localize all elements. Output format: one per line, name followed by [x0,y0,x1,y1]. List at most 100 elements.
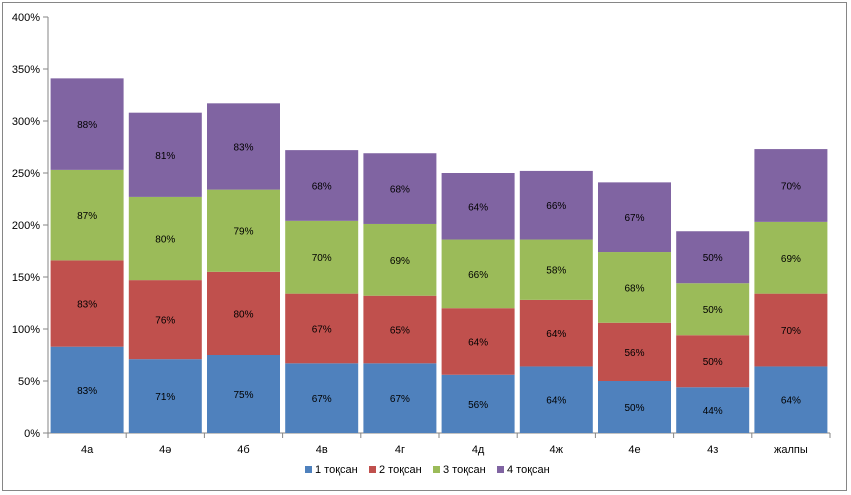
data-label: 87% [77,211,97,222]
legend-swatch [497,466,504,473]
x-tick-label: 4з [707,444,718,456]
y-tick-label: 200% [12,220,40,232]
legend-swatch [305,466,312,473]
bar-segment [441,239,515,309]
data-label: 83% [233,142,253,153]
data-label: 56% [624,348,644,359]
bar-segment [363,295,437,364]
data-label: 58% [546,266,566,277]
x-tick-label: 4б [237,444,249,456]
legend: 1 тоқсан 2 тоқсан 3 тоқсан 4 тоқсан [305,464,550,476]
bar-segment [128,196,202,281]
bar-segment [207,271,280,355]
data-label: 81% [155,151,175,162]
data-label: 64% [468,202,488,213]
bar-segment [519,366,593,433]
bar-segment [207,355,280,433]
data-label: 64% [781,396,801,407]
bar-segment [128,112,202,197]
bar-segment [441,374,515,433]
bars [50,78,828,433]
y-tick-label: 150% [12,272,40,284]
bar-segment [285,363,359,433]
bar-segment [598,252,671,323]
bar-segment [676,335,750,388]
data-label: 64% [546,329,566,340]
bar-segment [519,170,593,240]
data-label: 76% [155,316,175,327]
data-label: 80% [233,309,253,320]
data-label: 64% [546,396,566,407]
y-tick-label: 350% [12,64,40,76]
data-label: 50% [703,253,723,264]
bar-segment [50,169,124,261]
bar-segment [50,78,124,170]
data-label: 66% [546,201,566,212]
bar-segment [207,103,280,190]
data-label: 68% [390,185,410,196]
x-tick-label: 4ә [159,444,171,456]
legend-label: 2 тоқсан [379,464,422,476]
bar-segment [598,381,671,433]
data-label: 56% [468,400,488,411]
bar-segment [363,363,437,433]
data-label: 50% [703,305,723,316]
data-label: 83% [77,300,97,311]
x-tick-label: 4д [472,444,485,456]
data-label: 75% [233,390,253,401]
x-tick-label: 4е [628,444,640,456]
bar-segment [285,150,359,221]
data-label: 69% [390,256,410,267]
data-label: 88% [77,120,97,131]
data-label: 67% [390,394,410,405]
legend-label: 4 тоқсан [507,464,550,476]
data-label: 67% [624,213,644,224]
y-tick-label: 400% [12,12,40,24]
bar-segment [50,346,124,433]
data-label: 70% [781,326,801,337]
data-label: 71% [155,392,175,403]
data-label: 44% [703,406,723,417]
legend-swatch [369,466,376,473]
x-tick-label: жалпы [774,444,808,456]
y-tick-label: 0% [24,428,40,440]
x-tick-label: 4а [81,444,94,456]
legend-label: 3 тоқсан [443,464,486,476]
bar-segment [363,223,437,296]
bar-segment [598,322,671,381]
data-label: 70% [312,253,332,264]
bar-segment [441,173,515,240]
data-label: 80% [155,235,175,246]
bar-segment [128,280,202,360]
bar-segment [676,387,750,433]
data-label: 83% [77,386,97,397]
data-label: 69% [781,254,801,265]
data-label: 65% [390,326,410,337]
data-label: 67% [312,394,332,405]
bar-segment [441,308,515,375]
bar-segment [207,189,280,272]
legend-label: 1 тоқсан [315,464,358,476]
bar-segment [598,182,671,253]
bar-segment [50,260,124,347]
bar-segment [128,359,202,433]
bar-segment [754,149,828,222]
data-label: 68% [312,181,332,192]
data-label: 66% [468,270,488,281]
y-tick-label: 300% [12,116,40,128]
y-tick-label: 50% [18,376,40,388]
data-label: 79% [233,227,253,238]
data-label: 64% [468,337,488,348]
data-labels: 83% 83% 87% 88% 71% 76% 80% 81% 75% 80% 79% 83% 67% 6… [77,120,801,417]
x-tick-label: 4в [316,444,328,456]
data-label: 67% [312,324,332,335]
bar-segment [754,366,828,433]
bar-segment [285,293,359,364]
bar-segment [676,231,750,284]
y-tick-label: 250% [12,168,40,180]
bar-segment [676,283,750,336]
data-label: 68% [624,283,644,294]
y-tick-label: 100% [12,324,40,336]
data-label: 70% [781,181,801,192]
